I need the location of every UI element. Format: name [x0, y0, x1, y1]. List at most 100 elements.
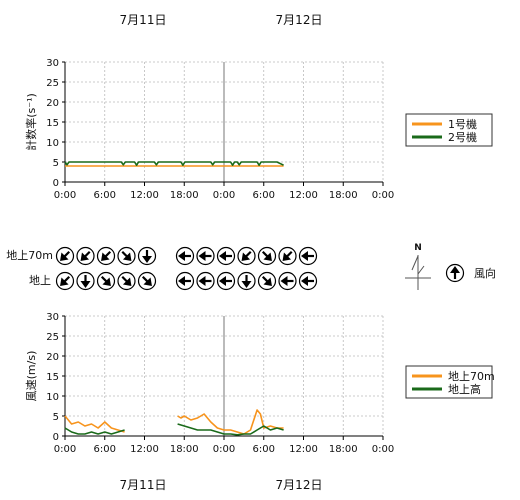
south-arrow-icon [76, 271, 95, 291]
y-axis-label: 計数率(s⁻¹) [24, 93, 38, 151]
y-tick-label: 25 [46, 78, 59, 89]
arrow-glyph [450, 266, 460, 279]
arrow-head [80, 252, 90, 261]
y-tick-label: 30 [46, 312, 59, 323]
arrow-glyph [60, 250, 71, 261]
arrow-head [60, 252, 69, 261]
arrow-glyph [178, 276, 191, 286]
arrow-glyph [101, 250, 112, 261]
wind-row-label-70m: 地上70m [6, 249, 53, 262]
date-label-top-1: 7月11日 [120, 13, 167, 27]
compass-icon [405, 255, 431, 290]
legend-label: 地上70m [448, 370, 495, 383]
south-arrow-icon [237, 271, 256, 291]
x-tick-label: 18:00 [170, 190, 199, 201]
arrow-head [301, 251, 308, 261]
arrow-head [263, 277, 272, 286]
date-label-bottom-1: 7月11日 [120, 478, 167, 492]
southeast-arrow-icon [117, 271, 136, 291]
count-rate-chart: 0 5 10 15 20 25 30 0:00 6:00 12:00 18:00 0:00 6:00 12… [24, 58, 493, 201]
arrow-glyph [178, 251, 191, 261]
arrow-head [263, 252, 272, 261]
north-arrow-icon [445, 263, 465, 283]
y-tick-label: 15 [46, 372, 59, 383]
arrow-head [241, 252, 251, 261]
arrow-head [282, 252, 292, 261]
x-tick-label: 6:00 [253, 444, 275, 455]
y-tick-label: 10 [46, 138, 59, 149]
southeast-arrow-icon [137, 271, 157, 291]
wind-legend-label: 風向 [474, 266, 496, 280]
y-tick-label: 15 [46, 118, 59, 129]
y-tick-label: 30 [46, 58, 59, 69]
x-tick-label: 0:00 [213, 444, 235, 455]
arrow-glyph [80, 250, 91, 261]
west-arrow-icon [175, 271, 195, 291]
southeast-arrow-icon [257, 246, 277, 266]
west-arrow-icon [196, 246, 215, 266]
southwest-arrow-icon [278, 246, 297, 266]
y-tick-label: 25 [46, 332, 59, 343]
x-tick-label: 0:00 [372, 444, 394, 455]
southwest-arrow-icon [96, 246, 116, 266]
arrow-glyph [241, 275, 252, 288]
x-tick-label: 0:00 [213, 190, 235, 201]
series-line-2 [64, 161, 284, 166]
y-tick-label: 20 [46, 352, 59, 363]
wind-speed-chart: 0 5 10 15 20 25 30 0:00 6:00 12:00 18:00 0:00 6:00 12… [25, 312, 495, 455]
southwest-arrow-icon [55, 246, 75, 266]
date-label-top-2: 7月12日 [276, 13, 323, 27]
west-arrow-icon [216, 246, 236, 266]
southwest-arrow-icon [76, 246, 95, 266]
southeast-arrow-icon [96, 271, 116, 291]
x-tick-label: 0:00 [54, 444, 76, 455]
arrow-glyph [280, 276, 294, 286]
y-axis-label: 風速(m/s) [25, 351, 38, 402]
west-arrow-icon [196, 271, 215, 291]
arrow-glyph [141, 275, 152, 286]
arrow-head [101, 252, 110, 261]
arrow-glyph [219, 251, 232, 261]
arrow-glyph [80, 275, 91, 288]
west-arrow-icon [298, 271, 318, 291]
arrow-head [450, 266, 460, 273]
arrow-head [198, 276, 206, 286]
arrow-head [102, 277, 111, 286]
arrow-head [143, 277, 152, 286]
arrow-head [178, 276, 185, 286]
west-arrow-icon [175, 246, 195, 266]
x-tick-label: 18:00 [170, 444, 199, 455]
legend-box [405, 365, 493, 399]
southwest-arrow-icon [237, 246, 256, 266]
legend-label: 地上高 [448, 382, 481, 396]
y-tick-label: 20 [46, 98, 59, 109]
x-tick-label: 18:00 [329, 190, 358, 201]
south-arrow-icon [137, 246, 157, 266]
series-line-1 [64, 409, 284, 435]
arrow-glyph [198, 276, 212, 286]
x-tick-label: 12:00 [289, 190, 318, 201]
x-tick-label: 12:00 [130, 444, 159, 455]
y-tick-label: 0 [53, 432, 59, 443]
wind-row-label-ground: 地上 [29, 274, 51, 287]
southeast-arrow-icon [117, 246, 136, 266]
x-tick-label: 0:00 [54, 190, 76, 201]
x-tick-label: 18:00 [329, 444, 358, 455]
arrow-glyph [142, 250, 152, 263]
y-tick-label: 0 [53, 178, 59, 189]
series-line-2 [64, 423, 284, 436]
arrow-head [80, 281, 91, 288]
arrow-head [60, 277, 69, 286]
arrow-head [122, 252, 132, 261]
arrow-glyph [100, 275, 111, 286]
x-tick-label: 6:00 [253, 190, 275, 201]
arrow-head [219, 251, 226, 261]
southwest-arrow-icon [55, 271, 75, 291]
x-tick-label: 0:00 [372, 190, 394, 201]
x-tick-label: 6:00 [94, 444, 116, 455]
y-tick-label: 5 [53, 158, 59, 169]
arrow-glyph [261, 275, 272, 286]
arrow-head [301, 276, 308, 286]
arrow-glyph [261, 250, 272, 261]
